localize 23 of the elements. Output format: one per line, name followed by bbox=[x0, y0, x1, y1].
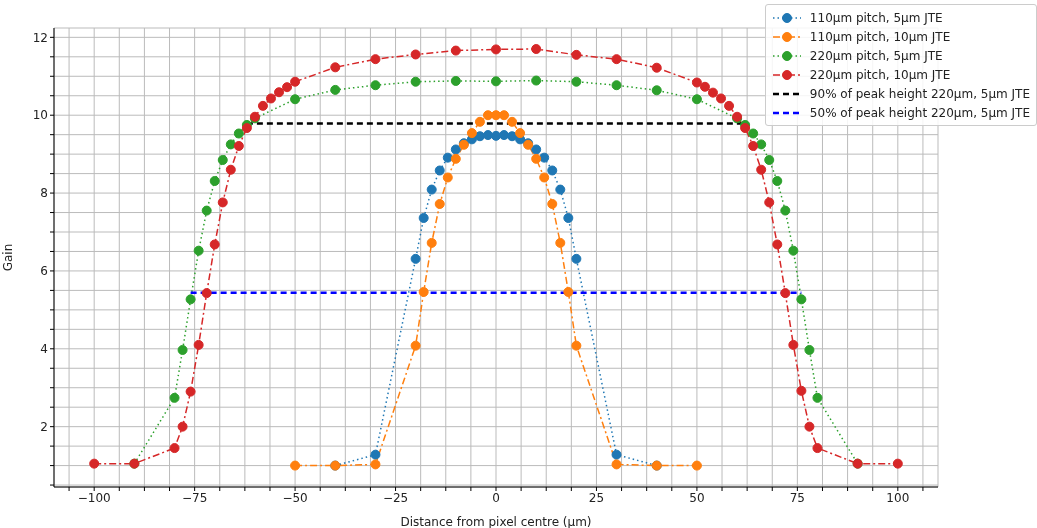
legend-label: 110μm pitch, 5μm JTE bbox=[809, 10, 943, 25]
legend-label: 220μm pitch, 10μm JTE bbox=[809, 67, 951, 82]
y-tick-label: 2 bbox=[40, 419, 48, 434]
legend-label: 90% of peak height 220μm, 5μm JTE bbox=[809, 86, 1030, 101]
x-tick-label: −50 bbox=[282, 490, 308, 505]
x-axis-title: Distance from pixel centre (μm) bbox=[400, 515, 592, 528]
x-tick-label: −25 bbox=[382, 490, 409, 505]
x-tick-label: 75 bbox=[789, 490, 805, 505]
x-tick-label: 100 bbox=[886, 490, 910, 505]
legend-label: 220μm pitch, 5μm JTE bbox=[809, 48, 943, 63]
y-tick-label: 8 bbox=[40, 186, 48, 201]
x-tick-label: 50 bbox=[689, 490, 705, 505]
y-axis-title: Gain bbox=[1, 243, 16, 272]
legend-label: 110μm pitch, 10μm JTE bbox=[809, 29, 951, 44]
x-tick-label: −75 bbox=[181, 490, 208, 505]
y-tick-label: 4 bbox=[40, 342, 48, 357]
x-tick-label: 0 bbox=[492, 490, 500, 505]
x-tick-label: 25 bbox=[588, 490, 605, 505]
x-tick-label: −100 bbox=[77, 490, 111, 505]
y-tick-label: 6 bbox=[40, 264, 48, 279]
legend-label: 50% of peak height 220μm, 5μm JTE bbox=[809, 105, 1030, 120]
y-tick-label: 10 bbox=[32, 108, 48, 123]
y-tick-label: 12 bbox=[32, 30, 48, 45]
